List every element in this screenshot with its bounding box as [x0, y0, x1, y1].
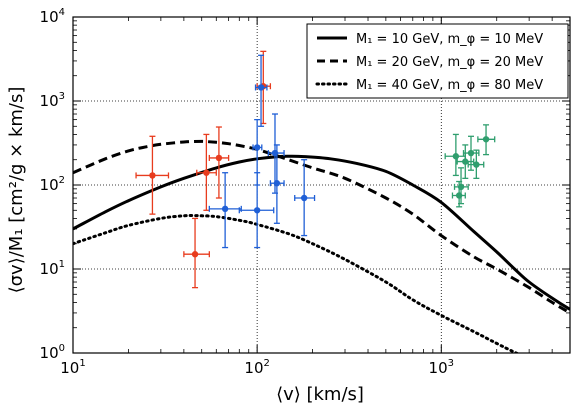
legend-box: [306, 23, 569, 99]
observational-points: [135, 50, 496, 289]
data-marker: [253, 144, 261, 151]
blue-data-point: [208, 172, 242, 249]
legend-label-1: M₁ = 10 GeV, m_φ = 10 MeV: [356, 32, 543, 47]
x-tick-label: 101: [60, 358, 85, 377]
y-tick-label: 101: [40, 259, 65, 278]
data-marker: [467, 149, 475, 157]
y-tick-label: 100: [40, 343, 65, 362]
x-axis-title: ⟨v⟩ [km/s]: [276, 384, 364, 405]
data-marker: [273, 180, 281, 187]
legend: M₁ = 10 GeV, m_φ = 10 MeV M₁ = 20 GeV, m…: [306, 23, 569, 99]
red-data-point: [208, 126, 230, 199]
blue-data-point: [254, 54, 268, 127]
data-marker: [149, 172, 156, 179]
x-tick-label: 103: [429, 358, 454, 377]
legend-label-2: M₁ = 20 GeV, m_φ = 20 MeV: [356, 55, 543, 70]
green-data-point: [477, 124, 496, 156]
green-data-point: [456, 144, 475, 179]
data-marker: [221, 205, 229, 213]
green-data-point: [444, 133, 466, 177]
data-marker: [457, 183, 465, 191]
green-data-point: [467, 149, 485, 179]
data-marker: [191, 251, 199, 258]
y-tick-label: 102: [40, 175, 65, 194]
data-marker: [300, 194, 308, 202]
legend-label-3: M₁ = 40 GeV, m_φ = 80 MeV: [356, 78, 543, 93]
red-data-point: [135, 135, 170, 215]
model-curves: [73, 139, 570, 353]
data-marker: [203, 169, 210, 176]
y-axis-title: ⟨σv⟩/M₁ [cm²/g × km/s]: [6, 87, 27, 294]
red-data-point: [183, 217, 210, 289]
blue-data-point: [269, 144, 285, 224]
y-tick-label: 104: [40, 7, 65, 26]
series-line-dotted: [73, 214, 520, 353]
data-marker: [462, 158, 469, 165]
data-marker: [482, 136, 490, 143]
data-marker: [257, 84, 265, 91]
series-line-dashed: [73, 139, 570, 315]
data-marker: [253, 207, 261, 214]
x-tick-label: 102: [244, 358, 269, 377]
y-tick-label: 103: [40, 91, 65, 110]
blue-data-point: [238, 172, 275, 249]
red-data-point: [196, 133, 217, 211]
data-marker: [452, 153, 460, 160]
green-data-point: [453, 167, 469, 205]
data-marker: [473, 161, 480, 168]
data-marker: [215, 154, 223, 162]
blue-data-point: [294, 159, 316, 237]
series-line-solid: [73, 154, 570, 311]
